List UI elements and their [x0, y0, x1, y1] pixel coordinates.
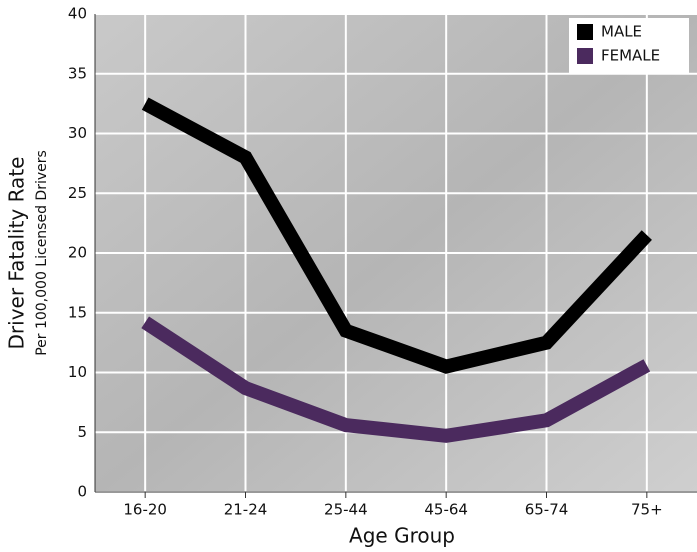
y-tick-label: 35	[68, 64, 87, 82]
legend-label: FEMALE	[601, 47, 660, 65]
y-axis-subtitle: Per 100,000 Licensed Drivers	[34, 150, 50, 356]
y-tick-label: 20	[68, 244, 87, 262]
y-tick-label: 0	[77, 483, 87, 501]
y-tick-label: 40	[68, 5, 87, 23]
legend-swatch	[577, 48, 593, 64]
y-tick-label: 5	[77, 423, 87, 441]
y-tick-label: 15	[68, 303, 87, 321]
chart: Age Group Driver Fatality Rate Per 100,0…	[0, 0, 697, 552]
y-axis-title: Driver Fatality Rate	[5, 157, 29, 350]
x-tick-label: 25-44	[324, 501, 368, 519]
legend-label: MALE	[601, 23, 642, 41]
x-tick-label: 75+	[631, 501, 663, 519]
x-tick-label: 45-64	[424, 501, 468, 519]
x-tick-label: 16-20	[123, 501, 167, 519]
x-axis-title: Age Group	[349, 524, 455, 548]
y-tick-label: 10	[68, 363, 87, 381]
y-tick-label: 30	[68, 124, 87, 142]
x-tick-label: 65-74	[525, 501, 569, 519]
x-tick-label: 21-24	[224, 501, 268, 519]
legend-swatch	[577, 24, 593, 40]
y-tick-label: 25	[68, 184, 87, 202]
